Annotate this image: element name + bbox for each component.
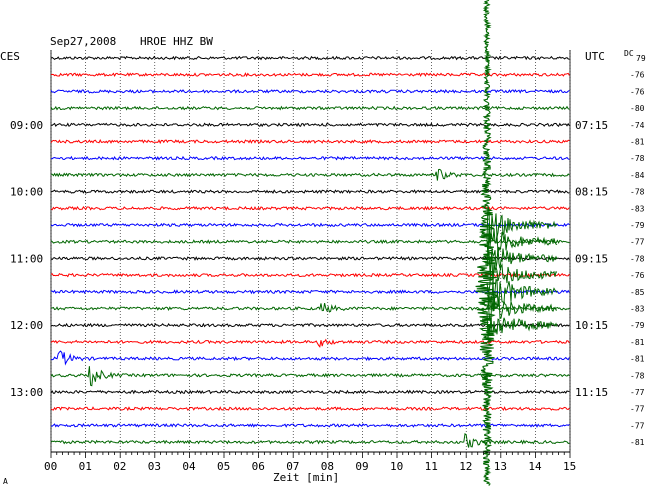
dc-offset-14: -85 [630, 288, 645, 297]
trace-12 [50, 256, 570, 261]
dc-offset-0: 79 [636, 54, 646, 63]
x-tick-label-10: 10 [390, 460, 403, 473]
x-tick-label-05: 05 [217, 460, 230, 473]
trace-6 [51, 155, 570, 161]
right-time-09:15: 09:15 [575, 252, 608, 265]
dc-offset-19: -78 [630, 371, 645, 380]
dc-offset-21: -77 [630, 405, 645, 414]
x-tick-label-09: 09 [355, 460, 368, 473]
x-tick-label-14: 14 [528, 460, 542, 473]
trace-8 [50, 189, 570, 195]
seismic-traces [50, 55, 570, 448]
x-axis-label: Zeit [min] [273, 471, 339, 484]
earthquake-coda-13 [486, 258, 558, 293]
dc-offset-22: -77 [630, 421, 645, 430]
header-date: Sep27,2008 [50, 35, 116, 48]
trace-19 [50, 366, 570, 387]
x-tick-label-07: 07 [286, 460, 299, 473]
trace-20 [50, 389, 570, 395]
x-tick-label-03: 03 [148, 460, 161, 473]
trace-22 [50, 422, 570, 428]
trace-labels: 09:00 10:00 11:00 12:00 13:00 07:15 08:15 09:15… [10, 54, 646, 447]
dc-offset-13: -76 [630, 271, 645, 280]
trace-11 [50, 239, 570, 245]
trace-18 [50, 350, 570, 366]
dc-offset-7: -84 [630, 171, 645, 180]
trace-2 [50, 88, 570, 94]
trace-7 [50, 168, 570, 181]
dc-offset-15: -83 [630, 305, 645, 314]
left-time-13:00: 13:00 [10, 386, 43, 399]
trace-5 [50, 138, 570, 145]
trace-17 [50, 338, 570, 348]
x-tick-label-01: 01 [79, 460, 92, 473]
dc-offset-16: -79 [630, 321, 645, 330]
right-timezone: UTC [585, 50, 605, 63]
dc-offset-10: -79 [630, 221, 645, 230]
dc-offset-2: -76 [630, 87, 645, 96]
right-time-10:15: 10:15 [575, 319, 608, 332]
earthquake-coda-10 [486, 205, 558, 240]
left-timezone: CES [0, 50, 20, 63]
right-time-07:15: 07:15 [575, 119, 608, 132]
x-tick-label-13: 13 [494, 460, 507, 473]
x-tick-label-06: 06 [252, 460, 265, 473]
right-time-11:15: 11:15 [575, 386, 608, 399]
trace-15 [51, 302, 570, 313]
dc-offset-1: -76 [630, 71, 645, 80]
dc-offset-17: -81 [630, 338, 645, 347]
trace-0 [50, 55, 570, 61]
x-tick-label-12: 12 [459, 460, 472, 473]
x-tick-label-11: 11 [425, 460, 438, 473]
left-time-09:00: 09:00 [10, 119, 43, 132]
trace-4 [50, 122, 570, 128]
earthquake-coda-15 [486, 294, 558, 322]
right-time-08:15: 08:15 [575, 186, 608, 199]
x-tick-label-15: 15 [563, 460, 576, 473]
earthquake-coda-11 [486, 228, 558, 260]
dc-offset-20: -77 [630, 388, 645, 397]
x-tick-label-02: 02 [113, 460, 126, 473]
trace-9 [50, 205, 570, 211]
dc-offset-9: -83 [630, 204, 645, 213]
dc-offset-23: -81 [630, 438, 645, 447]
dc-offset-4: -74 [630, 121, 645, 130]
trace-16 [50, 322, 570, 328]
left-time-12:00: 12:00 [10, 319, 43, 332]
left-time-10:00: 10:00 [10, 186, 43, 199]
dc-offset-3: -80 [630, 104, 645, 113]
dc-offset-12: -78 [630, 254, 645, 263]
dc-offset-8: -78 [630, 188, 645, 197]
earthquake-coda-16 [486, 311, 558, 339]
earthquake-coda-14 [486, 278, 558, 312]
x-tick-label-08: 08 [321, 460, 334, 473]
dc-offset-11: -77 [630, 238, 645, 247]
earthquake-signal [475, 0, 558, 486]
dc-offset-18: -81 [630, 355, 645, 364]
left-time-11:00: 11:00 [10, 252, 43, 265]
trace-10 [50, 222, 570, 228]
trace-3 [50, 105, 570, 111]
corner-mark: A [3, 477, 8, 486]
dc-offset-6: -78 [630, 154, 645, 163]
x-tick-label-04: 04 [182, 460, 196, 473]
dc-offset-5: -81 [630, 138, 645, 147]
time-axis: 00 01 02 03 04 05 06 07 08 09 10 11 12 13 14 15 [44, 451, 576, 473]
trace-1 [50, 72, 570, 78]
trace-21 [50, 406, 570, 412]
dc-label: DC [624, 49, 634, 58]
x-tick-label-00: 00 [44, 460, 57, 473]
minute-grid [50, 50, 571, 452]
header-station: HROE HHZ BW [140, 35, 213, 48]
earthquake-coda-12 [486, 247, 558, 273]
trace-23 [50, 433, 570, 448]
